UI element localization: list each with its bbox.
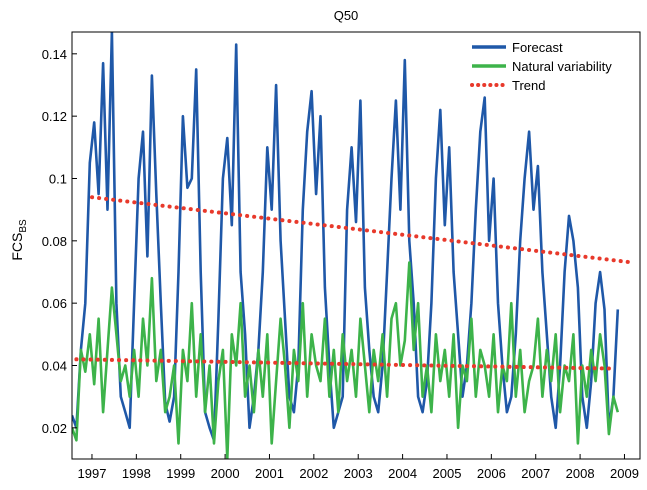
y-tick-label: 0.1 — [49, 171, 67, 186]
x-tick-label: 2005 — [433, 466, 462, 481]
x-tick-label: 1997 — [78, 466, 107, 481]
x-tick-label: 1998 — [122, 466, 151, 481]
svg-text:FCSBS: FCSBS — [9, 219, 29, 261]
x-tick-label: 2009 — [610, 466, 639, 481]
legend-item-forecast: Forecast — [472, 40, 563, 55]
y-tick-label: 0.12 — [42, 109, 67, 124]
series-line-trend-1 — [90, 195, 636, 265]
series-line-trend-2 — [74, 357, 616, 371]
series-line-natural-variability — [72, 261, 620, 459]
legend: Forecast Natural variability Trend — [470, 40, 612, 93]
x-axis: 1997 1998 1999 2000 2001 2002 2003 2004 2005 2006… — [78, 454, 639, 481]
y-axis-label-main: FCS — [9, 233, 25, 261]
x-tick-label: 2004 — [388, 466, 417, 481]
y-tick-label: 0.06 — [42, 296, 67, 311]
x-tick-label: 2007 — [521, 466, 550, 481]
y-axis: 0.02 0.04 0.06 0.08 0.1 0.12 0.14 — [42, 47, 77, 436]
y-tick-label: 0.02 — [42, 421, 67, 436]
x-tick-label: 2003 — [344, 466, 373, 481]
chart-title: Q50 — [334, 8, 359, 23]
legend-label-forecast: Forecast — [512, 40, 563, 55]
x-tick-label: 2002 — [299, 466, 328, 481]
plot-frame — [71, 31, 641, 460]
legend-item-trend: Trend — [470, 78, 545, 93]
series-line-forecast — [72, 32, 620, 442]
legend-label-trend: Trend — [512, 78, 545, 93]
y-tick-label: 0.14 — [42, 47, 67, 62]
x-tick-label: 1999 — [166, 466, 195, 481]
x-tick-label: 2000 — [211, 466, 240, 481]
y-axis-label: FCSBS — [9, 219, 29, 261]
x-tick-label: 2001 — [255, 466, 284, 481]
legend-label-natural-variability: Natural variability — [512, 59, 612, 74]
y-tick-label: 0.08 — [42, 234, 67, 249]
y-axis-label-subscript: BS — [18, 219, 29, 233]
x-tick-label: 2008 — [566, 466, 595, 481]
y-tick-label: 0.04 — [42, 358, 67, 373]
series-layer — [72, 32, 636, 459]
x-tick-label: 2006 — [477, 466, 506, 481]
legend-item-natural-variability: Natural variability — [472, 59, 612, 74]
